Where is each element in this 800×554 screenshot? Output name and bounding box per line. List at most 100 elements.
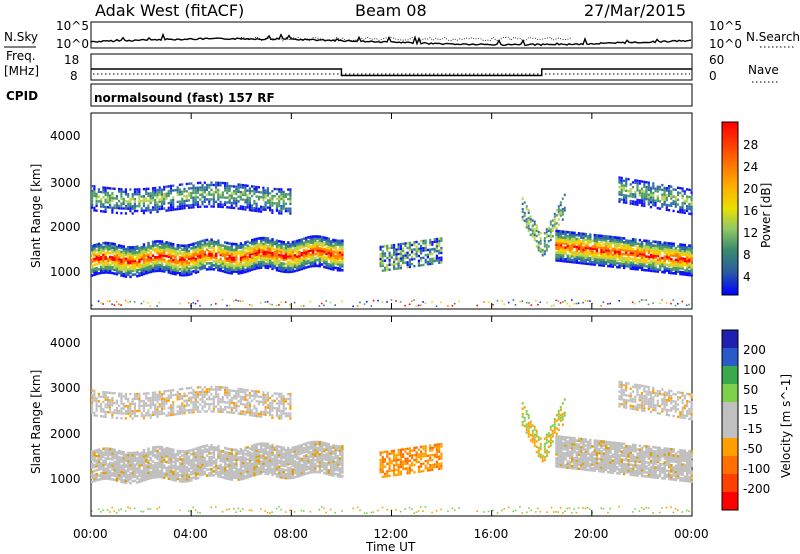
power-cell (129, 265, 132, 269)
power-cell (115, 204, 118, 207)
velocity-cell (151, 450, 155, 453)
power-cell (210, 267, 213, 271)
power-cell (571, 254, 574, 258)
velocity-cell (91, 389, 94, 392)
power-cell (627, 253, 630, 256)
power-cell (325, 260, 328, 263)
power-cell (228, 269, 231, 273)
power-cell (668, 192, 671, 195)
power-cell (113, 256, 116, 260)
power-cell (564, 230, 567, 234)
velocity-cell (127, 455, 130, 459)
power-cell (325, 256, 328, 260)
power-cell (690, 189, 693, 192)
power-cell (575, 239, 578, 243)
power-cell (580, 255, 583, 259)
velocity-cell (172, 401, 175, 404)
power-cell (323, 242, 326, 245)
power-cell (212, 264, 216, 267)
power-cell (652, 246, 655, 249)
power-cell (332, 244, 335, 248)
power-cell (169, 267, 173, 271)
power-cell (634, 191, 637, 194)
velocity-cell (176, 390, 179, 394)
velocity-cell (151, 468, 155, 471)
power-cell (251, 194, 254, 198)
power-cell (643, 262, 646, 266)
power-cell (681, 249, 684, 253)
power-cell (399, 259, 402, 263)
power-cell (104, 210, 107, 213)
power-cell (284, 247, 288, 250)
power-cell (555, 299, 557, 302)
power-cell (167, 269, 170, 272)
power-cell (598, 261, 601, 265)
power-cell (559, 245, 563, 249)
power-cell (217, 260, 220, 264)
velocity-cell (192, 393, 195, 397)
power-cell (658, 241, 662, 244)
power-cell (120, 202, 123, 205)
velocity-cell (174, 469, 177, 472)
velocity-cell (93, 449, 96, 453)
power-cell (431, 252, 434, 256)
velocity-cell (199, 468, 202, 471)
power-cell (663, 265, 666, 268)
power-cell (620, 246, 623, 250)
power-cell (136, 274, 139, 278)
power-cell (582, 262, 585, 265)
velocity-cell (102, 400, 105, 404)
power-cell (248, 249, 252, 253)
power-cell (300, 257, 303, 261)
velocity-cell (109, 447, 112, 451)
power-cell (248, 251, 252, 254)
velocity-cell (124, 463, 128, 467)
power-cell (618, 186, 621, 189)
power-cell (145, 254, 148, 257)
power-cell (631, 202, 635, 206)
power-cell (242, 300, 244, 302)
power-cell (656, 268, 660, 271)
power-cell (289, 248, 292, 252)
power-cell (244, 251, 247, 254)
power-cell (604, 262, 608, 266)
velocity-cell (185, 479, 189, 483)
velocity-cell (208, 472, 211, 475)
power-cell (242, 257, 245, 261)
power-cell (255, 251, 258, 254)
power-cell (138, 264, 141, 267)
power-cell (280, 267, 283, 271)
power-cell (145, 270, 148, 273)
power-cell (539, 242, 542, 245)
power-cell (237, 183, 240, 186)
velocity-cell (167, 473, 170, 476)
power-cell (104, 267, 107, 270)
power-cell (253, 199, 256, 203)
velocity-cell (196, 476, 200, 480)
power-cell (602, 250, 605, 254)
power-cell (341, 251, 344, 254)
power-cell (127, 269, 130, 273)
power-cell (566, 236, 569, 240)
nave-label: Nave (748, 63, 779, 77)
power-cell (91, 250, 94, 254)
velocity-cell (205, 464, 209, 467)
power-cell (593, 241, 596, 245)
power-cell (133, 190, 136, 194)
power-cell (690, 203, 693, 206)
power-cell (226, 191, 229, 195)
power-cell (609, 239, 612, 243)
power-cell (183, 244, 186, 248)
velocity-cell (167, 389, 170, 392)
power-cell (122, 251, 125, 254)
power-cell (174, 263, 177, 266)
power-cell (602, 242, 605, 246)
power-cell (309, 235, 312, 239)
power-cell (413, 253, 416, 256)
power-cell (129, 300, 131, 303)
power-cell (571, 235, 574, 238)
power-cell (562, 240, 565, 243)
power-cell (248, 189, 251, 193)
power-cell (192, 266, 195, 269)
power-cell (665, 251, 669, 255)
